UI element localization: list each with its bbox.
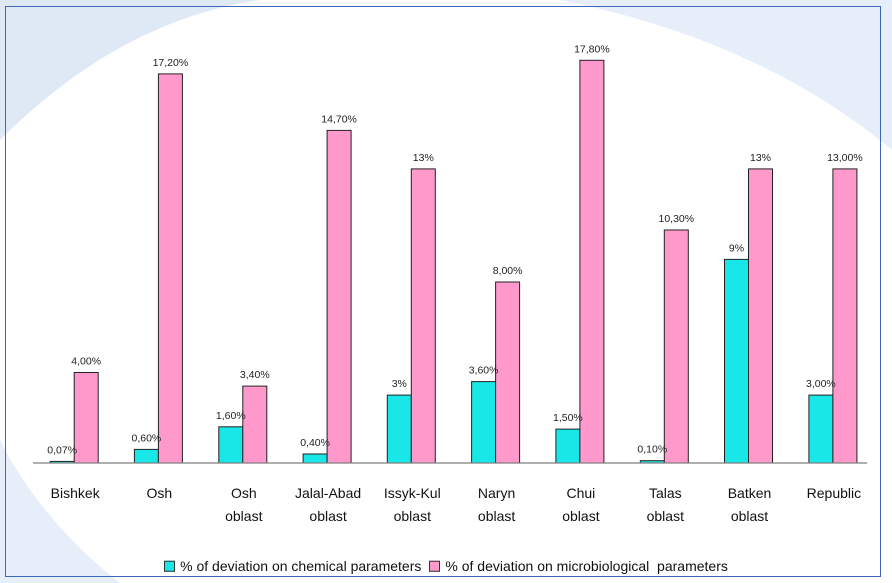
bar-chemical-6	[555, 428, 581, 464]
data-label-chemical-2: 1,60%	[216, 410, 246, 422]
category-label-7-1: oblast	[647, 508, 684, 524]
bar-chemical-1	[133, 448, 159, 464]
category-label-2-1: oblast	[225, 508, 262, 524]
data-label-chemical-1: 0,60%	[132, 432, 162, 444]
data-label-microbiological-2: 3,40%	[240, 369, 270, 381]
legend-swatch-microbiological	[429, 560, 441, 572]
category-label-2-0: Osh	[231, 485, 257, 501]
bars-layer	[49, 59, 858, 464]
bar-chemical-3	[302, 453, 328, 464]
legend-label-microbiological: % of deviation on microbiological parame…	[445, 557, 728, 574]
category-label-0-0: Bishkek	[51, 485, 101, 501]
data-label-chemical-5: 3,60%	[469, 365, 499, 377]
category-label-4-0: Issyk-Kul	[384, 485, 441, 501]
category-label-9-0: Republic	[807, 485, 861, 501]
bar-microbiological-7	[663, 229, 689, 464]
data-label-chemical-0: 0,07%	[47, 444, 77, 456]
bar-microbiological-1	[157, 73, 183, 464]
category-label-8-0: Batken	[728, 485, 772, 501]
category-label-1-0: Osh	[147, 485, 173, 501]
category-label-6-1: oblast	[562, 508, 599, 524]
category-label-7-0: Talas	[649, 485, 682, 501]
bar-chemical-9	[808, 394, 834, 464]
bar-microbiological-5	[495, 281, 521, 464]
legend-label-chemical: % of deviation on chemical parameters	[180, 557, 422, 574]
bar-microbiological-9	[832, 168, 858, 464]
category-label-5-1: oblast	[478, 508, 515, 524]
bar-chemical-5	[471, 381, 497, 464]
data-label-chemical-9: 3,00%	[806, 378, 836, 390]
category-label-5-0: Naryn	[478, 485, 515, 501]
legend-item-chemical: % of deviation on chemical parameters	[164, 558, 421, 574]
data-label-chemical-8: 9%	[729, 242, 744, 254]
bar-microbiological-2	[242, 385, 268, 464]
data-label-microbiological-4: 13%	[413, 152, 434, 164]
category-label-8-1: oblast	[731, 508, 768, 524]
category-label-3-0: Jalal-Abad	[295, 485, 361, 501]
category-label-3-1: oblast	[309, 508, 346, 524]
legend: % of deviation on chemical parameters % o…	[0, 558, 892, 575]
data-label-microbiological-7: 10,30%	[658, 213, 694, 225]
data-label-microbiological-0: 4,00%	[71, 356, 101, 368]
chart-border	[5, 6, 881, 577]
legend-swatch-chemical	[164, 560, 176, 572]
data-label-chemical-7: 0,10%	[637, 444, 667, 456]
bar-chemical-8	[724, 258, 749, 464]
data-label-microbiological-1: 17,20%	[153, 57, 189, 69]
category-label-6-0: Chui	[567, 485, 596, 501]
bar-microbiological-8	[748, 168, 773, 464]
bar-microbiological-3	[326, 129, 352, 464]
data-label-chemical-6: 1,50%	[553, 412, 583, 424]
category-labels-layer: Bishkek Osh Osh oblast Jalal-Abad oblast Issyk…	[51, 485, 861, 524]
labels-layer: 0,07% 4,00% 0,60% 17,20% 1,60% 3,40% 0,40% 14,7…	[47, 43, 862, 456]
data-label-chemical-3: 0,40%	[300, 437, 330, 449]
bar-microbiological-6	[579, 59, 605, 464]
data-label-chemical-4: 3%	[392, 378, 407, 390]
data-label-microbiological-5: 8,00%	[493, 265, 523, 277]
data-label-microbiological-3: 14,70%	[321, 113, 357, 125]
data-label-microbiological-9: 13,00%	[827, 152, 863, 164]
data-label-microbiological-8: 13%	[750, 152, 771, 164]
bar-microbiological-4	[410, 168, 436, 464]
bar-chemical-2	[218, 426, 244, 464]
bar-microbiological-0	[73, 372, 99, 464]
legend-item-microbiological: % of deviation on microbiological parame…	[429, 557, 728, 574]
bar-chemical-4	[386, 394, 412, 464]
data-label-microbiological-6: 17,80%	[574, 43, 610, 55]
category-label-4-1: oblast	[394, 508, 431, 524]
